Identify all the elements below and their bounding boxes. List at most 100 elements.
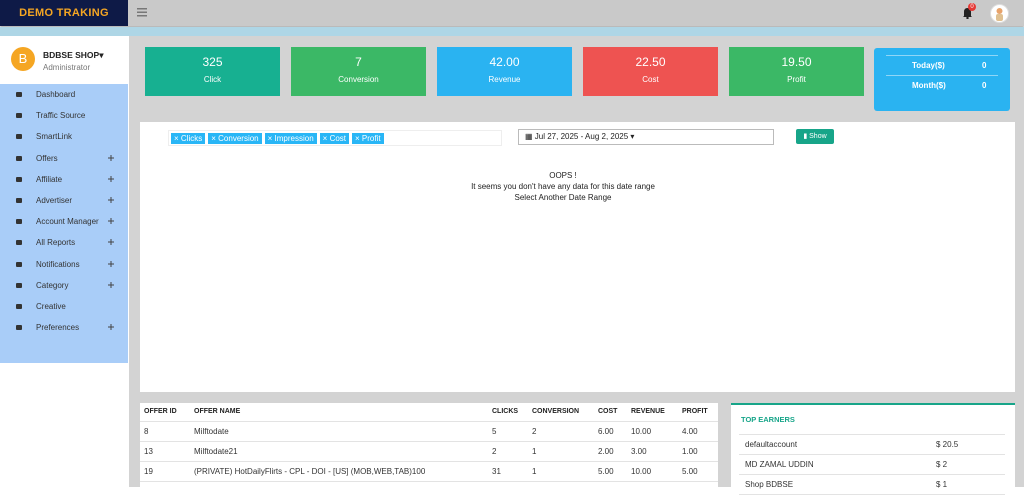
metric-tag[interactable]: × Clicks — [171, 133, 206, 144]
menu-item[interactable]: Affiliate — [0, 169, 128, 190]
show-button[interactable]: ▮ Show — [796, 129, 834, 144]
table-cell: 4.00 — [682, 427, 698, 436]
table-cell: 2 — [492, 447, 497, 456]
divider — [886, 55, 998, 56]
column-header: PROFIT — [682, 408, 708, 415]
table-cell: 2.00 — [598, 447, 614, 456]
expand-icon[interactable] — [108, 260, 114, 267]
menu-item[interactable]: Traffic Source — [0, 105, 128, 126]
top-earners-title: TOP EARNERS — [741, 415, 795, 424]
column-header: CONVERSION — [532, 408, 580, 415]
menu-item[interactable]: Advertiser — [0, 190, 128, 211]
stat-card[interactable]: 19.50 Profit — [729, 47, 864, 96]
date-range-text[interactable]: Jul 27, 2025 - Aug 2, 2025 — [534, 132, 629, 141]
expand-icon[interactable] — [108, 281, 114, 288]
menu-item[interactable]: Category — [0, 275, 128, 296]
row-line — [140, 421, 718, 422]
table-cell: 5 — [492, 427, 497, 436]
earner-name: Shop BDBSE — [745, 480, 794, 489]
metric-tag[interactable]: × Cost — [319, 133, 350, 144]
expand-icon[interactable] — [108, 197, 114, 203]
summary-value: 0 — [982, 61, 987, 70]
metric-tag[interactable]: × Profit — [352, 133, 384, 144]
table-cell[interactable]: (PRIVATE) HotDailyFlirts - CPL - DOI - [… — [194, 467, 426, 476]
earner-amount: $ 20.5 — [936, 440, 959, 449]
menu-label[interactable]: Category — [36, 280, 69, 290]
menu-icon — [16, 113, 22, 119]
stat-label: Click — [203, 75, 222, 84]
stat-card[interactable]: 7 Conversion — [291, 47, 426, 96]
stat-card[interactable]: 325 Click — [145, 47, 280, 96]
menu-item[interactable]: SmartLink — [0, 126, 128, 147]
earner-name: defaultaccount — [745, 440, 798, 449]
table-cell[interactable]: Milftodate21 — [194, 447, 238, 456]
column-header: COST — [598, 408, 618, 415]
menu-label[interactable]: Affiliate — [36, 174, 63, 184]
table-cell: 5.00 — [598, 467, 614, 476]
menu-item[interactable]: Creative — [0, 296, 128, 317]
earner-name: MD ZAMAL UDDIN — [745, 460, 814, 469]
menu-item[interactable]: All Reports — [0, 232, 128, 253]
profile-name[interactable]: BDBSE SHOP▾ — [43, 50, 104, 60]
menu-label[interactable]: Advertiser — [36, 196, 73, 205]
metric-tag[interactable]: × Impression — [264, 133, 317, 144]
column-header: CLICKS — [492, 408, 519, 415]
profile-name-text[interactable]: BDBSE SHOP — [43, 50, 100, 60]
profile-role: Administrator — [43, 63, 91, 72]
table-cell: 8 — [144, 427, 149, 436]
date-range[interactable]: ▦ Jul 27, 2025 - Aug 2, 2025 ▾ — [518, 129, 774, 145]
metric-tag-text[interactable]: Profit — [361, 134, 381, 143]
menu-label[interactable]: Preferences — [36, 323, 80, 333]
table-cell: 3.00 — [631, 447, 647, 456]
menu-toggle[interactable] — [137, 7, 148, 17]
expand-icon[interactable] — [108, 324, 114, 331]
menu-label[interactable]: Offers — [36, 153, 58, 163]
metric-tag-text[interactable]: Cost — [329, 134, 347, 143]
show-button-text[interactable]: Show — [809, 133, 827, 140]
notification-badge: 0 — [968, 3, 976, 11]
metric-tag-text[interactable]: Clicks — [180, 134, 203, 143]
earner-amount: $ 1 — [936, 480, 948, 489]
menu-item[interactable]: Notifications — [0, 254, 128, 275]
expand-icon[interactable] — [108, 175, 114, 182]
row-line — [140, 461, 718, 462]
stat-label: Profit — [787, 75, 806, 84]
menu-label[interactable]: Account Manager — [36, 217, 99, 227]
menu-item[interactable]: Account Manager — [0, 211, 128, 232]
column-header: REVENUE — [631, 408, 665, 415]
menu-label[interactable]: All Reports — [36, 238, 76, 248]
table-cell[interactable]: Milftodate — [194, 427, 229, 436]
menu-item[interactable]: Offers — [0, 148, 128, 169]
menu-label[interactable]: Creative — [36, 302, 66, 311]
stat-value: 42.00 — [489, 55, 520, 69]
menu-label[interactable]: Dashboard — [36, 90, 76, 99]
menu-label[interactable]: Notifications — [36, 259, 80, 269]
metric-tag-text[interactable]: Conversion — [218, 134, 259, 143]
metric-tag-text[interactable]: Impression — [274, 134, 314, 143]
menu-item[interactable]: Preferences — [0, 317, 128, 338]
table-cell: 31 — [492, 467, 501, 476]
metric-tag[interactable]: × Conversion — [208, 133, 262, 144]
menu-label[interactable]: SmartLink — [36, 132, 73, 142]
expand-icon[interactable] — [108, 154, 114, 161]
top-earners-panel: TOP EARNERS — [731, 403, 1015, 487]
menu-icon — [16, 219, 22, 225]
expand-icon[interactable] — [108, 218, 114, 225]
stat-card[interactable]: 42.00 Revenue — [437, 47, 572, 96]
menu-item[interactable]: Dashboard — [0, 84, 128, 105]
table-cell: 1.00 — [682, 447, 698, 456]
summary-label: Today($) — [912, 61, 945, 70]
offer-table — [140, 403, 718, 487]
menu-label[interactable]: Traffic Source — [36, 111, 86, 121]
row-line — [140, 481, 718, 482]
avatar[interactable] — [990, 4, 1009, 23]
stat-value: 7 — [355, 55, 362, 69]
row-line — [140, 441, 718, 442]
metric-selector[interactable]: × Clicks × Conversion × Impression × Cost × … — [168, 130, 502, 146]
brand[interactable]: DEMO TRAKING — [0, 0, 128, 26]
stat-value: 19.50 — [781, 55, 812, 69]
stat-card[interactable]: 22.50 Cost — [583, 47, 718, 96]
menu-icon — [16, 261, 22, 267]
expand-icon[interactable] — [108, 239, 114, 246]
